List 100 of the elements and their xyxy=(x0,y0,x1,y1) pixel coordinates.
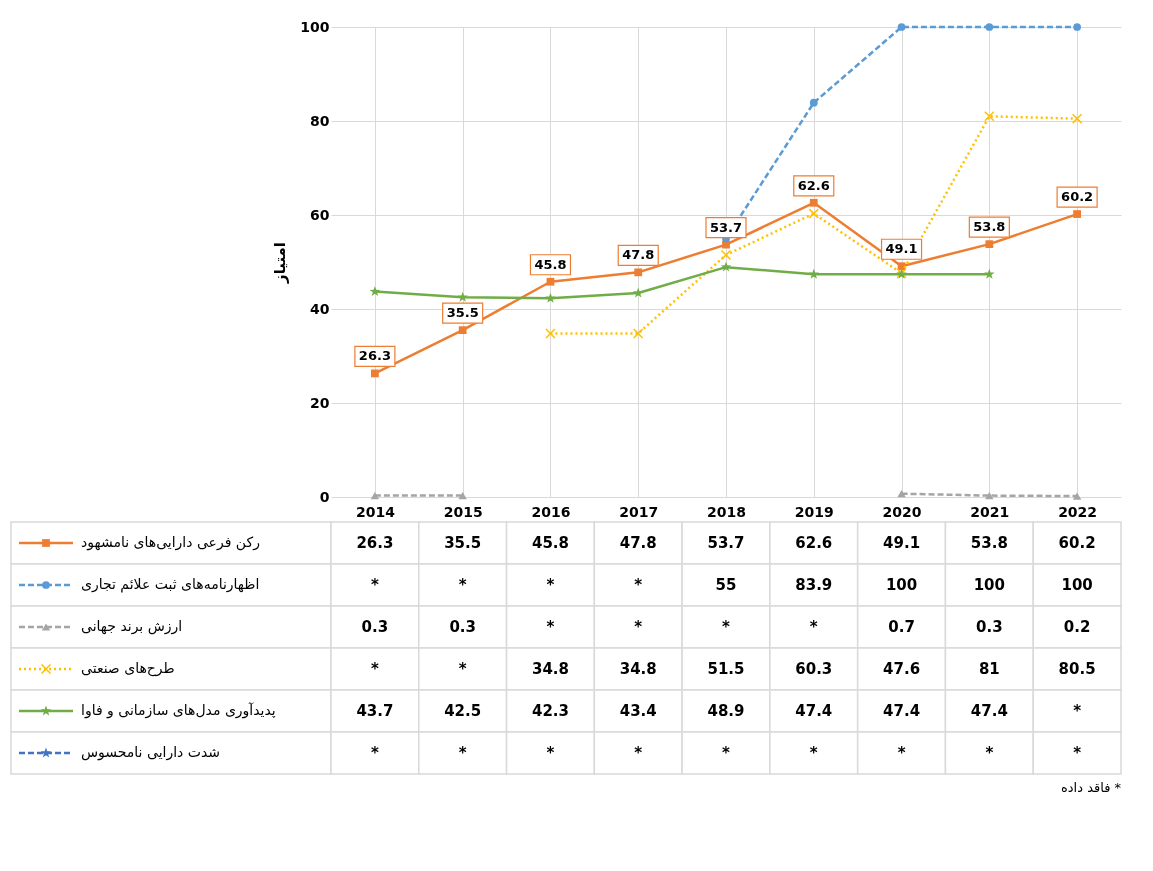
text: 26.3 xyxy=(358,348,391,364)
point xyxy=(546,277,555,286)
data-label: 0.3 xyxy=(361,618,389,636)
point xyxy=(371,369,379,378)
point xyxy=(720,249,732,261)
point xyxy=(1072,492,1082,500)
point xyxy=(985,491,994,500)
data-label: 47.4 xyxy=(883,702,921,720)
text: فاقد داده * xyxy=(1061,780,1122,795)
y-tick-label: 100 xyxy=(300,18,330,35)
text: 53.7 xyxy=(709,219,743,235)
point xyxy=(808,208,819,219)
x-tick-label: 2016 xyxy=(531,503,571,520)
text: * xyxy=(985,744,994,762)
text: 49.1 xyxy=(885,241,918,257)
text: * xyxy=(1073,744,1082,762)
y-tick-label: 60 xyxy=(310,206,330,223)
point xyxy=(985,240,994,249)
point xyxy=(1071,113,1083,124)
data-label: 51.5 xyxy=(707,660,745,678)
data-label: 100 xyxy=(973,576,1005,594)
data-label: 34.8 xyxy=(531,660,569,678)
data-label: 35.5 xyxy=(444,534,482,552)
point xyxy=(545,328,556,339)
data-label: 49.1 xyxy=(883,534,921,552)
point xyxy=(457,291,468,302)
text: * xyxy=(370,660,379,678)
text: * xyxy=(1073,702,1082,720)
point xyxy=(1073,210,1081,218)
y-tick-label: 20 xyxy=(310,394,330,411)
data-label: 47.6 xyxy=(883,660,921,678)
text: * xyxy=(809,744,818,762)
legend-label: طرح‌های صنعتی xyxy=(81,660,175,677)
data-label: 34.8 xyxy=(619,660,657,678)
data-label: 100 xyxy=(1061,576,1093,594)
text: 62.6 xyxy=(797,177,830,193)
data-label: 26.3 xyxy=(356,534,394,552)
point xyxy=(809,198,818,207)
text: 60.2 xyxy=(1061,189,1094,205)
point xyxy=(458,491,467,500)
x-tick-label: 2017 xyxy=(619,503,659,520)
data-label: 43.7 xyxy=(356,702,394,720)
point xyxy=(808,268,819,279)
data-label: 0.2 xyxy=(1063,618,1091,636)
text: * xyxy=(546,576,555,594)
legend-label: پدیدآوری مدل‌های سازمانی و فاوا xyxy=(81,702,276,719)
x-tick-label: 2015 xyxy=(443,503,483,520)
legend-label: اظهارنامه‌های ثبت علائم تجاری xyxy=(81,576,260,593)
data-label: 83.9 xyxy=(795,576,833,594)
data-label: 47.4 xyxy=(970,702,1008,720)
data-label: 62.6 xyxy=(795,534,833,552)
data-label: 48.9 xyxy=(707,702,745,720)
data-label: 55 xyxy=(715,576,737,594)
x-tick-label: 2022 xyxy=(1058,503,1098,520)
text: * xyxy=(458,660,467,678)
text: * xyxy=(634,744,643,762)
text: * xyxy=(546,744,555,762)
text: * xyxy=(897,744,906,762)
data-label: 81 xyxy=(978,660,1000,678)
legend-label: رکن فرعی دارایی‌های نامشهود xyxy=(81,534,260,551)
data-label: 0.3 xyxy=(976,618,1003,636)
x-tick-label: 2014 xyxy=(355,503,396,520)
data-label: 53.8 xyxy=(970,534,1008,552)
point xyxy=(1073,23,1081,31)
point xyxy=(984,268,995,279)
point xyxy=(720,261,732,272)
x-tick-label: 2020 xyxy=(882,503,922,520)
data-label: 42.5 xyxy=(444,702,482,720)
point xyxy=(369,286,381,297)
point xyxy=(545,292,556,303)
text: * xyxy=(546,618,555,636)
text: * xyxy=(634,576,643,594)
data-label: 0.7 xyxy=(888,618,915,636)
point xyxy=(984,111,995,122)
text: * xyxy=(634,618,643,636)
text: * xyxy=(370,576,379,594)
data-label: 47.8 xyxy=(619,534,657,552)
text: * xyxy=(458,576,467,594)
point xyxy=(809,98,818,107)
data-label: 53.7 xyxy=(707,534,745,552)
data-label: 80.5 xyxy=(1058,660,1096,678)
text: * xyxy=(458,744,467,762)
data-label: 100 xyxy=(885,576,918,594)
text: * xyxy=(722,618,730,636)
text: 45.8 xyxy=(534,256,567,272)
legend-label: ارزش برند جهانی xyxy=(81,618,183,635)
legend-label: شدت دارایی نامحسوس xyxy=(81,744,221,761)
data-label: 47.4 xyxy=(795,702,833,720)
x-tick-label: 2019 xyxy=(794,503,834,520)
text: 47.8 xyxy=(622,247,655,263)
y-axis-title: امتیاز xyxy=(271,242,290,284)
data-label: 42.3 xyxy=(531,702,569,720)
text: * xyxy=(370,744,379,762)
point xyxy=(985,23,994,31)
y-tick-label: 80 xyxy=(310,112,330,129)
point xyxy=(634,268,643,277)
text: * xyxy=(809,618,818,636)
data-label: 43.4 xyxy=(619,702,657,720)
data-label: 60.3 xyxy=(795,660,833,678)
point xyxy=(458,326,467,335)
